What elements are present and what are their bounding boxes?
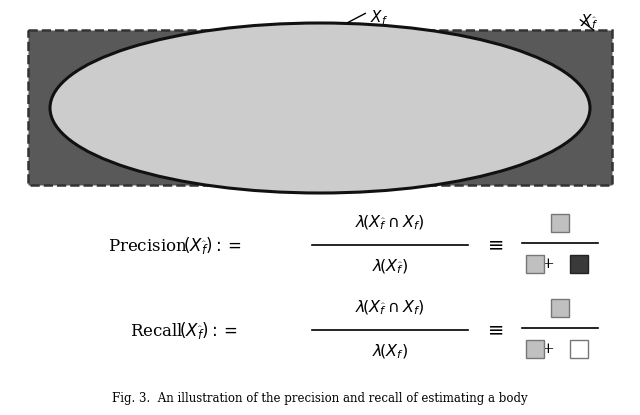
Text: Precision$\!\left(X_{\widehat{f}}\right) :=$: Precision$\!\left(X_{\widehat{f}}\right)… [108, 234, 242, 256]
Text: $\lambda\!\left(X_{\widehat{f}}\right)$: $\lambda\!\left(X_{\widehat{f}}\right)$ [372, 258, 408, 276]
Text: $X_f$: $X_f$ [370, 8, 388, 27]
Bar [570, 340, 588, 358]
Text: $\lambda\!\left(X_{\widehat{f}}\cap X_f\right)$: $\lambda\!\left(X_{\widehat{f}}\cap X_f\… [355, 214, 425, 232]
Bar [551, 214, 569, 232]
Text: $\lambda\!\left(X_{\widehat{f}}\cap X_f\right)$: $\lambda\!\left(X_{\widehat{f}}\cap X_f\… [355, 299, 425, 317]
Text: +: + [541, 342, 554, 356]
Bar [526, 340, 544, 358]
Text: Recall$\!\left(X_{\widehat{f}}\right) :=$: Recall$\!\left(X_{\widehat{f}}\right) :=… [130, 320, 238, 340]
Ellipse shape [50, 23, 590, 193]
Bar [28, 30, 612, 185]
Text: $\lambda\!\left(X_f\right)$: $\lambda\!\left(X_f\right)$ [372, 343, 408, 361]
Text: $\equiv$: $\equiv$ [484, 236, 504, 254]
Text: Fig. 3.  An illustration of the precision and recall of estimating a body: Fig. 3. An illustration of the precision… [112, 392, 528, 405]
Bar [526, 255, 544, 273]
Bar [570, 255, 588, 273]
Text: $\equiv$: $\equiv$ [484, 321, 504, 339]
Text: +: + [541, 257, 554, 271]
Text: $X_{\widehat{f}}$: $X_{\widehat{f}}$ [580, 12, 598, 31]
Bar [551, 299, 569, 317]
